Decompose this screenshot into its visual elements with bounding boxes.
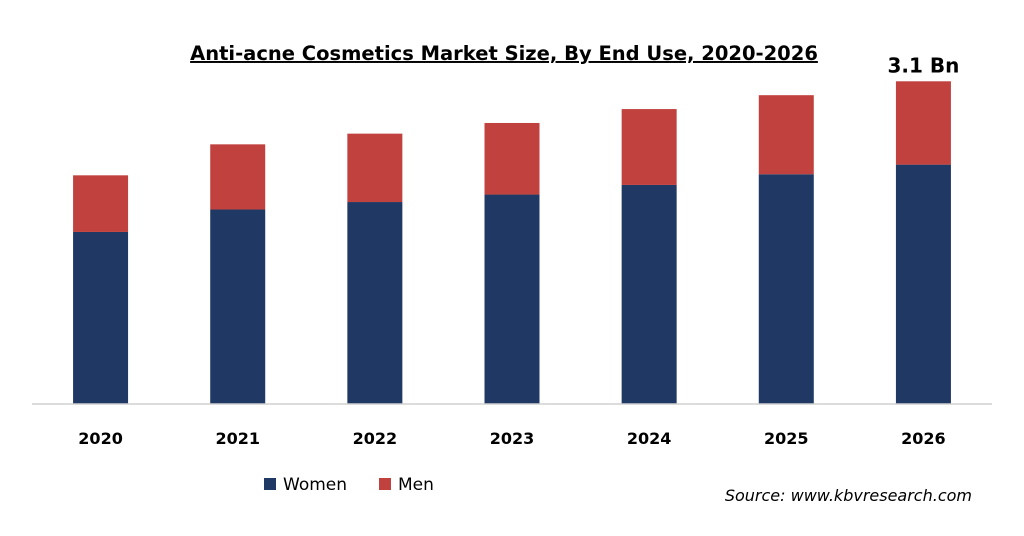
legend-label-women: Women	[283, 475, 347, 495]
x-tick-label-2021: 2021	[215, 429, 260, 448]
bar-women-2022	[347, 202, 403, 404]
total-annotation: 3.1 Bn	[887, 53, 959, 77]
x-tick-label-2025: 2025	[764, 429, 809, 448]
x-tick-label-2022: 2022	[353, 429, 398, 448]
bar-women-2024	[621, 184, 677, 404]
bar-women-2020	[73, 231, 129, 404]
legend-swatch-women	[264, 478, 276, 490]
legend: Women Men	[264, 475, 434, 495]
bar-men-2020	[73, 175, 129, 232]
bar-women-2021	[210, 209, 266, 404]
bar-men-2025	[758, 95, 814, 175]
bar-women-2026	[895, 164, 951, 404]
source-note: Source: www.kbvresearch.com	[725, 486, 972, 505]
x-tick-label-2026: 2026	[901, 429, 946, 448]
x-tick-label-2020: 2020	[78, 429, 123, 448]
bar-women-2023	[484, 194, 540, 404]
bar-men-2024	[621, 109, 677, 185]
bar-women-2025	[758, 174, 814, 404]
x-tick-label-2024: 2024	[627, 429, 672, 448]
bar-men-2026	[895, 81, 951, 165]
legend-swatch-men	[379, 478, 391, 490]
bar-men-2023	[484, 122, 540, 195]
x-tick-labels: 2020 2021 2022 2023 2024 2025 2026	[78, 429, 945, 448]
x-tick-label-2023: 2023	[490, 429, 535, 448]
legend-label-men: Men	[398, 475, 434, 495]
chart-title: Anti-acne Cosmetics Market Size, By End …	[190, 42, 818, 65]
bar-men-2021	[210, 144, 266, 210]
bars	[73, 81, 951, 404]
bar-men-2022	[347, 133, 403, 203]
